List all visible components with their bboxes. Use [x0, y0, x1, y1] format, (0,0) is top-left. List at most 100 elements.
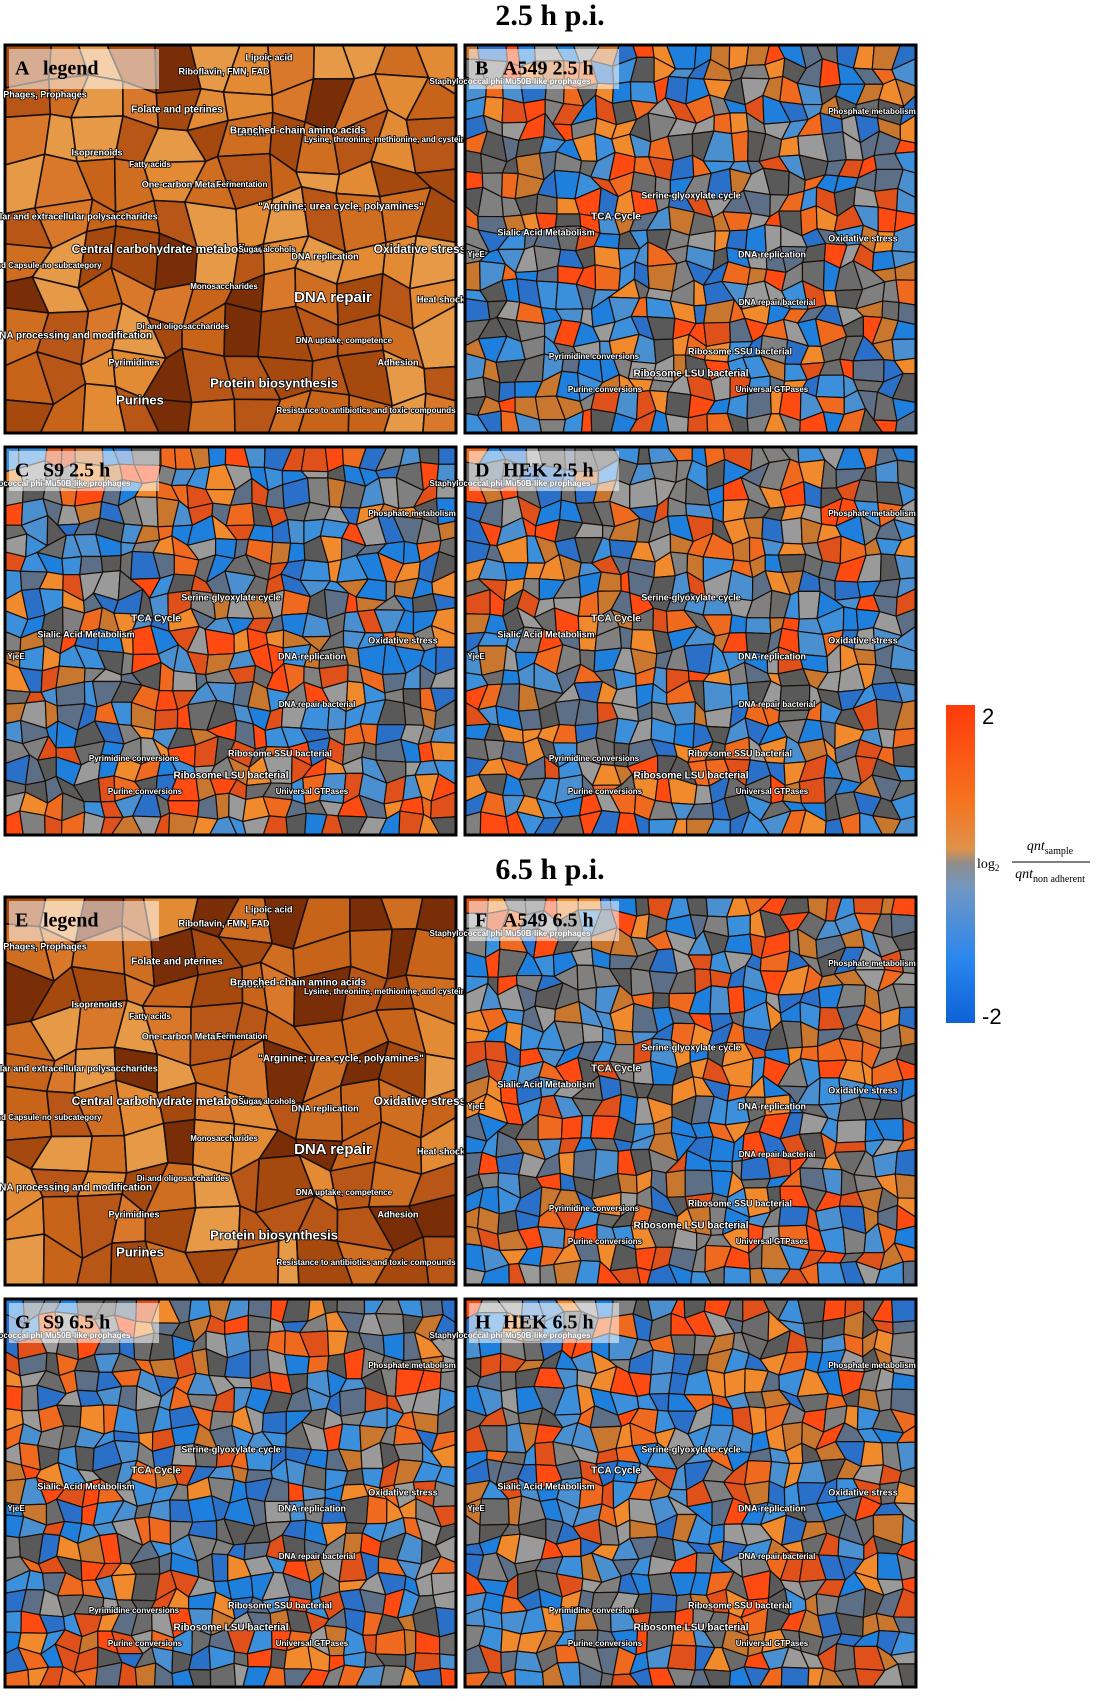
cell	[227, 815, 247, 835]
cell	[465, 376, 487, 399]
cell	[304, 812, 328, 835]
cell	[574, 1259, 601, 1285]
cell	[649, 1592, 678, 1614]
colorbar-gradient	[946, 705, 975, 1023]
region-label: Central carbohydrate metabolism	[72, 1094, 263, 1108]
cell	[81, 382, 127, 433]
region-label: Biotin	[237, 980, 265, 991]
cell	[730, 130, 749, 163]
cell	[38, 1666, 64, 1687]
cell	[665, 391, 692, 419]
cell	[686, 413, 709, 433]
cell	[438, 1631, 456, 1657]
region-label: Protein biosynthesis	[210, 375, 338, 390]
cell	[437, 1387, 456, 1417]
region-label: Purine conversions	[108, 1639, 183, 1648]
cell	[892, 1616, 916, 1635]
cell	[890, 1388, 916, 1416]
cell	[100, 554, 122, 573]
cell	[729, 810, 751, 835]
cell	[670, 1334, 696, 1356]
cell	[648, 1371, 673, 1395]
cell	[899, 948, 916, 975]
cell	[283, 1353, 310, 1376]
cell	[892, 625, 916, 653]
region-label: One-carbon Metabolism	[142, 179, 245, 189]
cell	[277, 1234, 300, 1285]
cell	[430, 773, 456, 803]
cell	[262, 1666, 287, 1687]
cell	[902, 1260, 916, 1285]
region-label: DNA repair bacterial	[739, 700, 816, 709]
region-label: "Arginine; urea cycle, polyamines"	[258, 202, 424, 213]
region-label: Oxidative stress	[368, 1487, 438, 1497]
region-label: Fatty acids	[129, 1012, 171, 1021]
cell	[901, 1513, 916, 1547]
region-label: TCA Cycle	[591, 614, 641, 625]
cell	[895, 1057, 916, 1081]
cell	[610, 1673, 641, 1687]
cell	[815, 374, 845, 399]
region-label: Fatty acids	[129, 160, 171, 169]
cell	[891, 447, 916, 463]
cell	[117, 1661, 138, 1687]
cell	[818, 1667, 846, 1687]
region-label: Oxidative stress	[828, 1487, 898, 1497]
cell	[79, 555, 104, 576]
cell	[74, 1369, 100, 1392]
panel: Staphylococcal phi-Mu50B-like prophagesS…	[0, 1297, 458, 1689]
cell	[220, 1239, 280, 1285]
panel: Staphylococcal phi-Mu50B-like prophagesS…	[0, 445, 458, 837]
cell	[671, 818, 688, 835]
region-label: Ribosome LSU bacterial	[633, 369, 748, 380]
cell	[871, 814, 902, 835]
log-base: 2	[995, 863, 1000, 873]
region-label: Protein biosynthesis	[210, 1227, 338, 1242]
cell	[780, 809, 807, 835]
cell	[824, 817, 845, 835]
panel-letter: F	[475, 910, 487, 932]
cell	[895, 279, 916, 306]
cell	[802, 1320, 824, 1340]
region-label: Sialic Acid Metabolism	[497, 629, 594, 639]
region-label: Phages, Prophages	[3, 941, 87, 951]
cell	[479, 811, 510, 835]
cell	[418, 813, 441, 835]
cell	[5, 501, 24, 526]
region-label: Adhesion	[377, 357, 418, 367]
cell	[431, 550, 456, 584]
region-label: Purines	[116, 392, 164, 407]
region-label: TCA Cycle	[131, 1466, 181, 1477]
cell	[225, 502, 256, 527]
region-label: Folate and pterines	[131, 105, 223, 116]
cell	[892, 815, 916, 835]
cell	[537, 1226, 566, 1250]
region-label: Di-and oligosaccharides	[137, 322, 230, 331]
cell	[859, 812, 884, 835]
region-label: Fermentation	[217, 1032, 268, 1041]
cell	[648, 818, 678, 835]
panel-letter: E	[15, 910, 28, 932]
cell	[141, 397, 193, 433]
cell	[632, 45, 655, 58]
cell	[430, 1555, 456, 1575]
cell	[890, 913, 916, 939]
cell	[5, 1233, 45, 1285]
region-label: Ribosome SSU bacterial	[688, 748, 792, 758]
cell	[113, 1404, 140, 1435]
region-label: Oxidative stress	[828, 1085, 898, 1095]
cell	[898, 1023, 916, 1047]
cell	[430, 791, 456, 819]
cell	[134, 1662, 157, 1687]
cell	[153, 812, 171, 835]
panel: Phages, Prophages Isoprenoids Fatty acids F…	[0, 43, 471, 435]
cell	[300, 447, 329, 473]
cell	[743, 1666, 771, 1687]
cell	[439, 1370, 456, 1393]
cell	[892, 743, 916, 768]
cell	[896, 459, 916, 490]
cell	[514, 1668, 545, 1687]
region-label: DNA-replication	[738, 1503, 806, 1513]
panel: Staphylococcal phi-Mu50B-like prophagesS…	[429, 1297, 918, 1689]
cell	[405, 927, 456, 981]
